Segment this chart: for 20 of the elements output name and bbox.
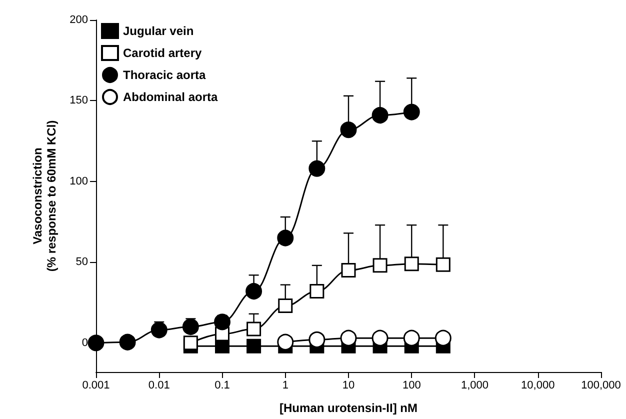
legend-label: Jugular vein [123, 24, 194, 38]
x-axis-title: [Human urotensin-II] nM [280, 401, 418, 415]
legend-label: Abdominal aorta [123, 90, 218, 104]
y-axis-title: Vasoconstriction (% response to 60mM KCl) [30, 120, 59, 272]
x-tick-label: 0.001 [82, 380, 110, 392]
y-tick-label: 150 [70, 94, 88, 107]
x-tick-label: 1 [282, 380, 288, 392]
x-tick-label: 100,000 [581, 380, 621, 392]
y-tick-label: 0 [82, 336, 88, 349]
y-tick-label: 100 [70, 175, 88, 188]
x-tick-label: 0.01 [148, 380, 170, 392]
legend-label: Thoracic aorta [123, 68, 206, 82]
y-tick-label: 50 [76, 256, 88, 268]
y-tick-label: 200 [70, 14, 88, 26]
x-tick-label: 10 [342, 380, 355, 392]
x-tick-label: 0.1 [214, 380, 230, 392]
x-tick-label: 100 [402, 380, 421, 392]
legend-label: Carotid artery [123, 46, 202, 60]
x-tick-label: 10,000 [521, 380, 555, 392]
x-tick-label: 1,000 [460, 380, 489, 392]
